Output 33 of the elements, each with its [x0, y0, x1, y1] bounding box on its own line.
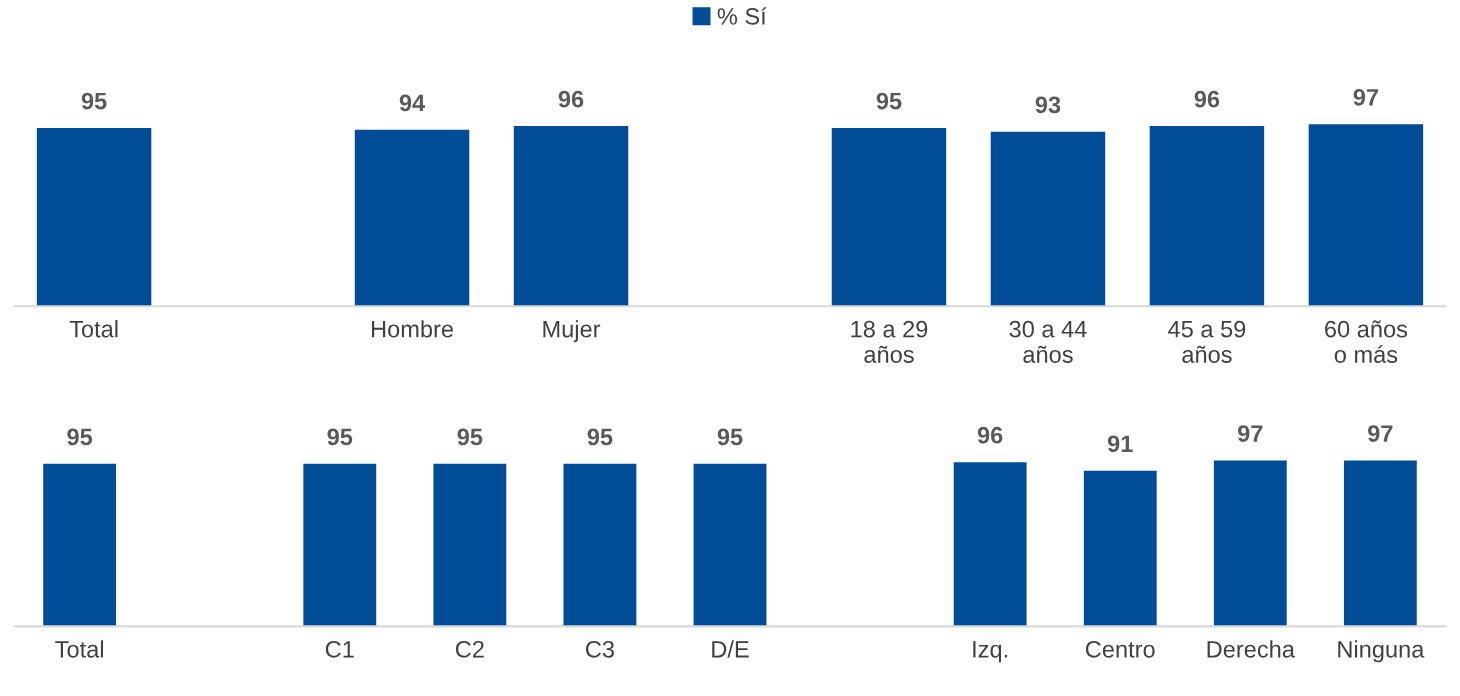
- x-tick-label: Centro: [1085, 640, 1155, 658]
- data-label: 97: [1237, 425, 1263, 442]
- data-label: 95: [81, 92, 107, 110]
- data-label: 93: [1035, 96, 1061, 114]
- data-label: 95: [587, 428, 613, 446]
- x-tick-label: 60 años o más: [1325, 320, 1408, 363]
- x-tick-label: C1: [325, 640, 354, 658]
- x-tick-label: C3: [586, 640, 614, 658]
- x-tick-label: D/E: [712, 640, 749, 658]
- x-tick-label: 18 a 29 años: [851, 320, 928, 363]
- legend-label: % Sí: [717, 7, 767, 25]
- data-label: 96: [558, 90, 584, 108]
- data-label: 91: [1107, 435, 1133, 453]
- data-label: 96: [1194, 90, 1220, 108]
- x-tick-label: Izq.: [973, 641, 1008, 663]
- data-label: 96: [977, 426, 1003, 444]
- data-label: 95: [876, 92, 902, 110]
- data-label: 94: [399, 94, 426, 112]
- data-label: 97: [1368, 425, 1393, 442]
- x-tick-label: 30 a 44 años: [1009, 320, 1087, 363]
- x-tick-label: Total: [55, 640, 103, 658]
- x-tick-label: 45 a 59 años: [1168, 320, 1246, 363]
- x-tick-label: C2: [455, 640, 484, 658]
- data-label: 95: [327, 428, 353, 446]
- x-tick-label: Ninguna: [1338, 640, 1425, 663]
- data-label: 95: [67, 428, 93, 446]
- x-tick-label: Hombre: [372, 320, 453, 338]
- data-label: 95: [457, 428, 483, 446]
- data-label: 95: [717, 428, 743, 446]
- x-tick-label: Mujer: [543, 320, 601, 343]
- x-tick-label: Total: [69, 320, 118, 338]
- x-tick-label: Derecha: [1207, 640, 1295, 658]
- data-label: 97: [1353, 88, 1379, 106]
